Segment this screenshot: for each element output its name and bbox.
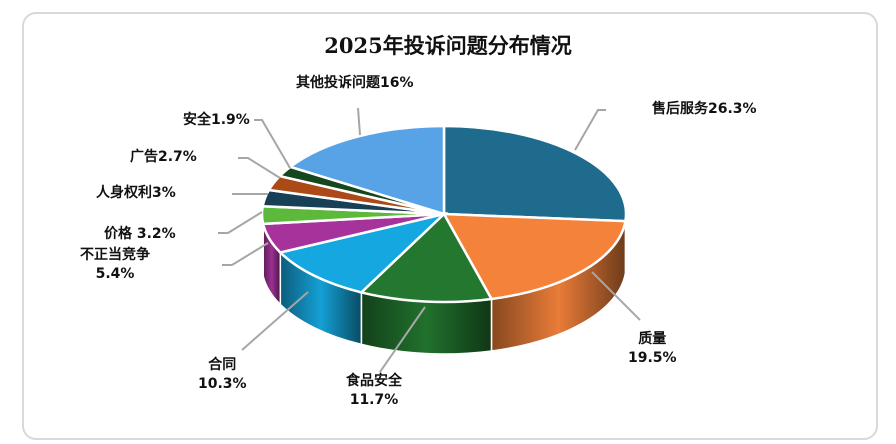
data-label-line: 5.4% (95, 266, 135, 282)
data-label-line: 19.5% (628, 350, 677, 366)
leader-line (574, 109, 606, 151)
data-label: 价格 3.2% (104, 225, 176, 244)
data-label-line: 价格 3.2% (104, 226, 176, 242)
pie-slice-售后服务 (442, 124, 628, 223)
leader-line (254, 119, 291, 169)
leader-line (241, 291, 309, 351)
data-label: 人身权利3% (96, 184, 176, 203)
data-label-line: 不正当竞争 (80, 247, 150, 263)
data-label: 其他投诉问题16% (296, 74, 414, 93)
pie-slice-其他投诉问题 (287, 124, 446, 216)
data-label-line: 其他投诉问题16% (296, 75, 414, 91)
data-label: 食品安全 11.7% (346, 372, 402, 410)
data-label-line: 食品安全 (346, 373, 402, 389)
pie-slice-食品安全 (358, 211, 494, 304)
data-label: 广告2.7% (130, 148, 197, 167)
data-label: 安全1.9% (183, 111, 250, 130)
data-label-line: 11.7% (349, 392, 399, 408)
data-label: 合同 10.3% (198, 356, 247, 394)
leader-line (357, 107, 361, 136)
data-label-line: 广告2.7% (130, 149, 197, 165)
data-label-line: 售后服务26.3% (652, 101, 757, 117)
data-label: 不正当竞争 5.4% (80, 246, 150, 284)
data-label-line: 质量 (638, 331, 667, 347)
data-label-line: 人身权利3% (96, 185, 176, 201)
data-label-line: 安全1.9% (183, 112, 250, 128)
pie-slice-质量 (441, 212, 627, 301)
leader-line (379, 306, 426, 373)
leader-line (591, 271, 641, 321)
pie-slice-合同 (277, 211, 449, 294)
leader-line (218, 211, 263, 234)
chart-title: 2025年投诉问题分布情况 (324, 33, 572, 58)
data-label: 售后服务26.3% (652, 100, 757, 119)
leader-line (238, 157, 281, 179)
data-label-line: 10.3% (198, 376, 247, 392)
data-label: 质量 19.5% (628, 330, 677, 368)
data-label-line: 合同 (208, 357, 237, 373)
leader-line (222, 242, 269, 266)
